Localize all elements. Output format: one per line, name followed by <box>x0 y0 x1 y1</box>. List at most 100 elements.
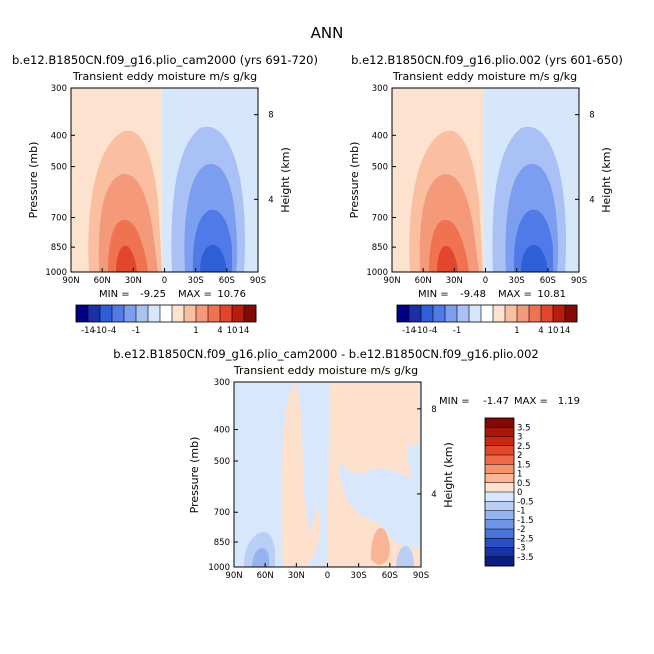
panel-bottom-plot <box>234 382 421 567</box>
panel-top-right-y2label: Height (km) <box>600 147 613 213</box>
colorbar-top-left-swatch <box>184 305 197 322</box>
panel-top-left: b.e12.B1850CN.f09_g16.plio_cam2000 (yrs … <box>12 53 318 336</box>
panel-bottom-title: Transient eddy moisture m/s g/kg <box>233 364 418 377</box>
panel-top-right-ylabel: Pressure (mb) <box>348 142 361 219</box>
colorbar-top-left-label: 10 <box>227 326 238 336</box>
colorbar-top-left-swatch <box>208 305 221 322</box>
colorbar-top-right-swatch <box>421 305 434 322</box>
panel-top-right-max-label: MAX = <box>498 289 532 300</box>
colorbar-top-left-swatch <box>172 305 185 322</box>
panel-bottom-ytick-label: 500 <box>214 457 230 467</box>
colorbar-top-left-label: -1 <box>132 326 140 336</box>
colorbar-bottom-swatch <box>485 501 514 511</box>
colorbar-top-right-swatch <box>481 305 494 322</box>
colorbar-top-right-label: 10 <box>548 326 559 336</box>
colorbar-top-left-swatch <box>76 305 89 322</box>
panel-top-left-ytick-label: 400 <box>51 131 67 141</box>
colorbar-bottom-swatch <box>485 556 514 567</box>
colorbar-bottom-label: 2.5 <box>517 442 531 452</box>
colorbar-top-left-swatch <box>112 305 125 322</box>
panel-bottom-ylabel: Pressure (mb) <box>188 437 201 514</box>
colorbar-top-left-swatch <box>88 305 101 322</box>
colorbar-top-right-swatch <box>505 305 518 322</box>
panel-bottom-max-value: 1.19 <box>558 396 580 407</box>
colorbar-bottom-label: -3.5 <box>517 553 534 563</box>
panel-top-left-ytick-label: 1000 <box>45 268 67 278</box>
colorbar-bottom-label: -0.5 <box>517 497 534 507</box>
panel-bottom-xtick-label: 60N <box>257 571 274 581</box>
panel-bottom-max-label: MAX = <box>514 396 548 407</box>
colorbar-top-right-label: -4 <box>429 326 437 336</box>
panel-bottom-ytick-label: 700 <box>214 508 230 518</box>
panel-top-left-ytick-label: 700 <box>51 214 67 224</box>
colorbar-top-right-label: 14 <box>560 326 571 336</box>
colorbar-bottom-label: 1.5 <box>517 460 531 470</box>
panel-top-left-xtick-label: 60S <box>219 276 235 286</box>
panel-top-right-y2tick-label: 4 <box>589 195 594 205</box>
colorbar-top-left-swatch <box>232 305 245 322</box>
colorbar-top-right-swatch <box>529 305 542 322</box>
colorbar-bottom-label: -1.5 <box>517 516 534 526</box>
colorbar-bottom-swatch <box>485 445 514 456</box>
panel-bottom-min-label: MIN = <box>439 396 470 407</box>
colorbar-bottom-label: -2 <box>517 525 525 535</box>
colorbar-top-right-label: -14 <box>402 326 416 336</box>
colorbar-bottom-swatch <box>485 519 514 530</box>
colorbar-bottom-swatch <box>485 529 514 539</box>
panel-bottom-min-value: -1.47 <box>483 396 509 407</box>
panel-bottom-ytick-label: 1000 <box>208 563 230 573</box>
colorbar-bottom-swatch <box>485 427 514 437</box>
panel-top-right-xtick-label: 0 <box>483 276 488 286</box>
colorbar-bottom-swatch <box>485 464 514 474</box>
panel-top-right-ytick-label: 1000 <box>366 268 388 278</box>
colorbar-top-left-label: -4 <box>108 326 116 336</box>
colorbar-bottom-swatch <box>485 510 514 521</box>
colorbar-top-right-swatch <box>565 305 578 322</box>
panel-top-right-ytick-label: 400 <box>372 131 388 141</box>
colorbar-top-right-label: -10 <box>414 326 428 336</box>
panel-top-left-frame <box>70 87 259 273</box>
panel-top-left-xtick-label: 90S <box>250 276 266 286</box>
panel-top-right-ytick-label: 850 <box>372 243 388 253</box>
colorbar-top-right-label: 1 <box>514 326 519 336</box>
colorbar-top-left-label: 1 <box>193 326 198 336</box>
colorbar-bottom-label: 0 <box>517 488 522 498</box>
panel-top-left-title: Transient eddy moisture m/s g/kg <box>72 70 257 83</box>
colorbar-bottom-swatch <box>485 547 514 558</box>
panel-top-right-min-label: MIN = <box>418 289 449 300</box>
panel-bottom-y2tick-label: 8 <box>431 405 436 415</box>
colorbar-top-left-swatch <box>148 305 161 322</box>
panel-bottom-frame <box>233 381 422 568</box>
panel-top-right-pos-4 <box>437 245 458 272</box>
panel-bottom-ytick-label: 300 <box>214 378 230 388</box>
panel-bottom-xtick-label: 30N <box>288 571 305 581</box>
panel-top-right-case: b.e12.B1850CN.f09_g16.plio.002 (yrs 601-… <box>351 53 623 67</box>
colorbar-top-left-label: 4 <box>217 326 222 336</box>
figure-title: ANN <box>311 24 344 42</box>
panel-top-right-xtick-label: 90S <box>571 276 587 286</box>
panel-top-left-xtick-label: 30S <box>188 276 204 286</box>
panel-bottom-xtick-label: 90S <box>413 571 429 581</box>
panel-top-left-y2tick-label: 8 <box>268 111 273 121</box>
panel-top-left-max-value: 10.76 <box>217 289 246 300</box>
colorbar-bottom-label: -3 <box>517 544 525 554</box>
colorbar-bottom-label: 3 <box>517 433 522 443</box>
colorbar-bottom-swatch <box>485 538 514 548</box>
colorbar-bottom-swatch <box>485 418 514 428</box>
panel-top-left-pos-4 <box>116 245 137 272</box>
colorbar-top-right-swatch <box>409 305 422 322</box>
colorbar-top-right-swatch <box>433 305 446 322</box>
colorbar-top-right-swatch <box>517 305 530 322</box>
panel-bottom-pos-south <box>327 383 420 567</box>
colorbar-top-left-label: -10 <box>93 326 107 336</box>
panel-top-right-xtick-label: 60N <box>415 276 432 286</box>
colorbar-top-left-swatch <box>124 305 137 322</box>
panel-top-left-ytick-label: 300 <box>51 84 67 94</box>
panel-bottom-ytick-label: 850 <box>214 538 230 548</box>
panel-top-right-ytick-label: 700 <box>372 214 388 224</box>
panel-top-left-ylabel: Pressure (mb) <box>27 142 40 219</box>
colorbar-bottom-label: -2.5 <box>517 534 534 544</box>
panel-top-left-xtick-label: 30N <box>125 276 142 286</box>
panel-bottom-xtick-label: 90N <box>225 571 242 581</box>
